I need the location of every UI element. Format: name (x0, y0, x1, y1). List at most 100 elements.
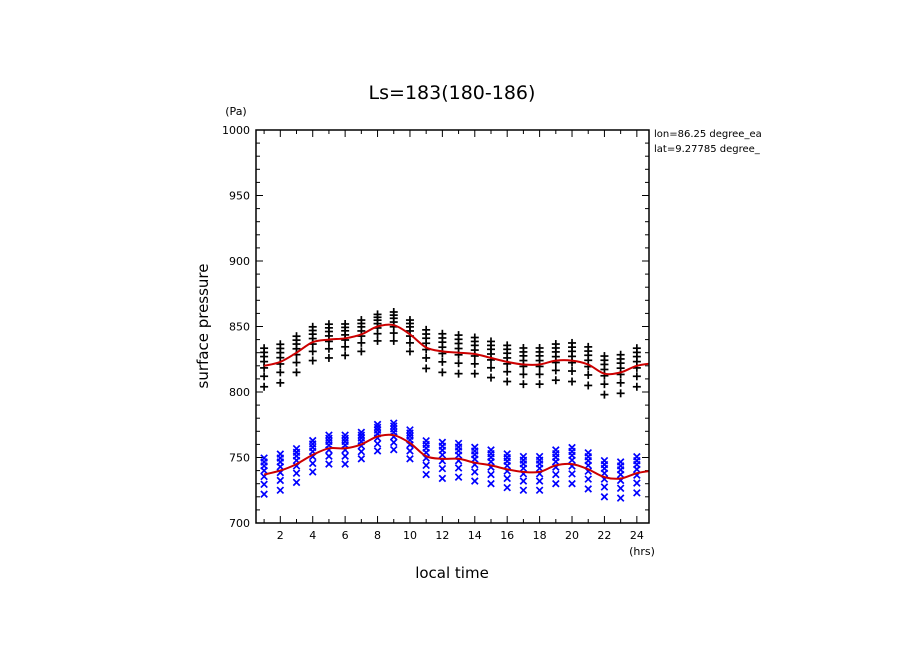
cross-marker (454, 464, 463, 472)
cross-marker (470, 443, 479, 452)
cross-marker (600, 483, 609, 491)
cross-marker (422, 470, 430, 479)
cross-marker (600, 492, 609, 501)
x-tick-label: 2 (277, 529, 284, 542)
cross-marker (292, 469, 301, 478)
plus-marker (568, 338, 577, 347)
cross-marker (438, 464, 447, 473)
y-tick-label: 850 (229, 321, 250, 334)
plus-marker (616, 350, 625, 359)
plus-marker (276, 340, 285, 349)
plus-marker (535, 370, 544, 379)
plus-marker (486, 373, 495, 382)
plus-marker (600, 390, 609, 399)
cross-marker (519, 477, 528, 485)
cross-marker (341, 452, 349, 460)
plus-marker (470, 359, 479, 368)
data-points (260, 307, 657, 502)
plus-marker (584, 370, 593, 379)
cross-marker (389, 422, 398, 430)
plus-marker (486, 363, 495, 372)
plus-marker (357, 316, 366, 325)
plus-marker (649, 355, 657, 363)
cross-marker (535, 477, 544, 485)
cross-marker (325, 452, 333, 460)
y-tick-label: 750 (229, 452, 250, 465)
plus-marker (535, 343, 544, 352)
plus-marker (649, 361, 657, 369)
plus-marker (324, 353, 333, 362)
cross-marker (276, 486, 285, 495)
plus-marker (649, 346, 657, 354)
cross-marker (341, 460, 349, 468)
cross-marker (454, 473, 463, 481)
plus-marker (276, 368, 285, 377)
plus-marker (632, 344, 641, 353)
plus-marker (649, 380, 657, 388)
plus-marker (616, 378, 625, 387)
cross-marker (454, 439, 463, 448)
cross-marker (422, 436, 430, 445)
cross-marker (535, 486, 544, 495)
cross-marker (650, 455, 656, 461)
cross-marker (373, 423, 382, 432)
cross-marker (357, 428, 366, 437)
cross-marker (373, 420, 382, 429)
y-tick-label: 800 (229, 386, 250, 399)
cross-marker (308, 436, 317, 445)
plus-marker (454, 331, 463, 340)
plus-marker (422, 353, 431, 362)
x-tick-label: 16 (500, 529, 514, 542)
plot-frame (255, 129, 650, 524)
cross-marker (308, 459, 317, 468)
cross-marker (389, 438, 398, 447)
chart-title: Ls=183(180-186) (369, 82, 536, 104)
x-axis-label: local time (415, 564, 489, 582)
cross-marker (568, 443, 576, 452)
plus-marker (438, 329, 447, 338)
plus-marker (357, 338, 366, 347)
plus-marker (632, 372, 641, 381)
plus-marker (503, 367, 512, 376)
plus-marker (422, 364, 431, 373)
cross-marker (470, 477, 479, 485)
plus-marker (324, 344, 333, 353)
plus-marker (470, 333, 479, 342)
y-axis-unit: (Pa) (225, 105, 246, 118)
plus-marker (486, 337, 495, 346)
cross-marker (373, 439, 382, 448)
x-tick-label: 18 (533, 529, 547, 542)
y-tick-label: 950 (229, 190, 250, 203)
plus-marker (341, 342, 350, 351)
mean-lines (263, 323, 649, 480)
plus-marker (405, 338, 414, 347)
cross-marker (503, 450, 511, 458)
cross-marker (389, 445, 398, 454)
plus-marker (632, 382, 641, 391)
cross-marker (584, 475, 593, 483)
cross-marker (406, 447, 414, 455)
cross-marker (389, 419, 398, 427)
plus-marker (551, 376, 560, 385)
plus-marker (616, 389, 625, 398)
cross-marker (616, 484, 625, 493)
plus-marker (568, 377, 577, 386)
y-axis-label: surface pressure (194, 264, 212, 389)
plus-marker (551, 340, 560, 349)
cross-marker (308, 468, 317, 476)
cross-marker (276, 476, 285, 485)
plus-marker (260, 344, 269, 353)
plus-marker (276, 378, 285, 387)
plus-marker (260, 372, 269, 381)
cross-marker (341, 431, 349, 439)
cross-marker (616, 458, 625, 466)
plus-marker (292, 358, 301, 367)
cross-marker (438, 438, 447, 447)
cross-marker (357, 431, 366, 439)
plus-marker (584, 381, 593, 390)
cross-marker (519, 486, 528, 495)
cross-marker (503, 483, 511, 492)
plus-marker (519, 380, 528, 389)
plus-marker (292, 332, 301, 341)
